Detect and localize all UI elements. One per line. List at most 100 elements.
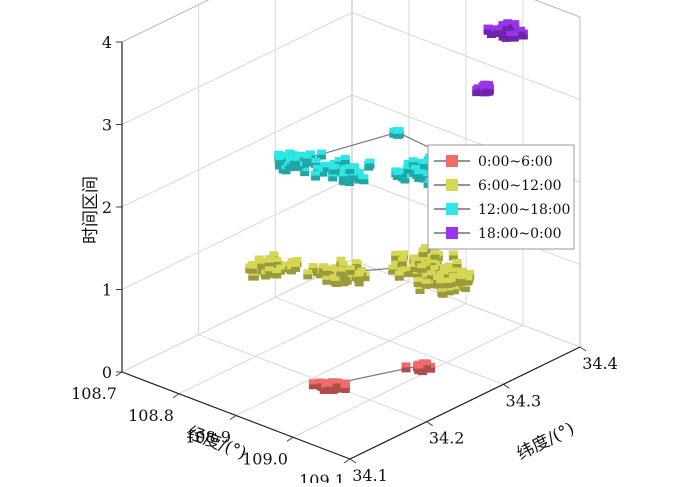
data-point bbox=[388, 264, 398, 270]
data-point-side bbox=[289, 158, 299, 166]
data-point bbox=[436, 278, 446, 284]
data-point bbox=[302, 153, 312, 159]
z-tick-label: 0 bbox=[102, 363, 112, 382]
data-point-side bbox=[450, 287, 460, 295]
data-point-side bbox=[339, 178, 349, 186]
data-point bbox=[456, 273, 466, 279]
data-point bbox=[286, 260, 296, 266]
data-point-side bbox=[322, 277, 332, 285]
data-point-side bbox=[248, 266, 258, 274]
data-point bbox=[289, 155, 299, 161]
data-point-side bbox=[392, 173, 402, 181]
data-point-side bbox=[322, 268, 332, 276]
data-point-side bbox=[420, 363, 430, 371]
z-tick-label: 3 bbox=[102, 116, 112, 135]
data-point bbox=[516, 26, 526, 32]
data-point bbox=[322, 265, 332, 271]
data-point-side bbox=[334, 160, 344, 168]
data-point bbox=[284, 153, 294, 159]
data-point-side bbox=[248, 273, 258, 281]
x-axis-line bbox=[121, 371, 351, 460]
legend-swatch bbox=[446, 155, 458, 167]
y-tick-label: 34.4 bbox=[582, 354, 618, 373]
data-point-side bbox=[392, 131, 402, 139]
legend-entry: 18:00~0:00 bbox=[434, 226, 562, 242]
data-point bbox=[269, 251, 279, 257]
data-point-side bbox=[499, 24, 509, 32]
data-point-side bbox=[400, 176, 410, 184]
data-point bbox=[401, 362, 411, 368]
data-point bbox=[318, 166, 328, 172]
axis-layer: 108.7 108.8 108.9 109.0 109.1 34.1 34.2 34.3 34.… bbox=[71, 33, 618, 487]
data-point-side bbox=[328, 174, 338, 182]
data-point bbox=[303, 269, 313, 275]
data-point bbox=[397, 267, 407, 273]
data-point-side bbox=[311, 173, 321, 181]
data-point bbox=[354, 173, 364, 179]
data-point bbox=[435, 263, 445, 269]
data-point bbox=[254, 255, 264, 261]
data-point bbox=[418, 247, 428, 253]
data-point-side bbox=[444, 288, 454, 296]
x-tick-mark bbox=[172, 393, 180, 399]
y-tick-label: 34.1 bbox=[352, 466, 388, 483]
legend-entry: 6:00~12:00 bbox=[434, 178, 562, 194]
data-point-side bbox=[344, 178, 354, 186]
data-point-side bbox=[443, 280, 453, 288]
legend-label: 0:00~6:00 bbox=[478, 154, 553, 170]
data-point-side bbox=[498, 33, 508, 41]
data-point-side bbox=[264, 269, 274, 277]
data-point bbox=[399, 250, 409, 256]
data-point bbox=[291, 261, 301, 267]
data-point bbox=[414, 169, 424, 175]
data-point-side bbox=[333, 385, 343, 393]
data-point bbox=[421, 169, 431, 175]
legend-swatch bbox=[446, 179, 458, 191]
data-point bbox=[506, 30, 516, 36]
data-point bbox=[457, 271, 467, 277]
data-point bbox=[437, 286, 447, 292]
data-point bbox=[272, 256, 282, 262]
data-point-side bbox=[421, 281, 431, 289]
data-point-side bbox=[493, 28, 503, 36]
data-point bbox=[354, 271, 364, 277]
data-point bbox=[408, 157, 418, 163]
z-tick-label: 1 bbox=[102, 281, 112, 300]
legend: 0:00~6:00 6:00~12:00 12:00~18:00 18:00~0:00 bbox=[427, 144, 575, 250]
data-point-side bbox=[345, 167, 355, 175]
y-tick-label: 34.2 bbox=[429, 429, 465, 448]
data-point bbox=[417, 263, 427, 269]
data-point bbox=[300, 166, 310, 172]
z-tick-label: 4 bbox=[102, 33, 112, 52]
data-point bbox=[278, 152, 288, 158]
data-point bbox=[450, 267, 460, 273]
data-point bbox=[336, 266, 346, 272]
data-point bbox=[420, 244, 430, 250]
data-point bbox=[331, 378, 341, 384]
x-tick-mark bbox=[229, 415, 237, 420]
data-point-side bbox=[354, 176, 364, 184]
data-point bbox=[413, 276, 423, 282]
data-point-side bbox=[410, 264, 420, 272]
series-6:00~12:00 bbox=[245, 242, 475, 298]
data-point bbox=[349, 163, 359, 169]
data-point bbox=[285, 149, 295, 155]
data-point bbox=[345, 164, 355, 170]
data-point bbox=[457, 267, 467, 273]
data-point-side bbox=[418, 250, 428, 258]
data-point-side bbox=[348, 274, 358, 282]
gridline bbox=[121, 0, 210, 43]
legend-entry: 12:00~18:00 bbox=[434, 202, 570, 218]
data-point-side bbox=[506, 33, 516, 41]
data-point-side bbox=[328, 385, 338, 393]
data-point bbox=[311, 170, 321, 176]
data-point bbox=[312, 164, 322, 170]
data-point-side bbox=[328, 167, 338, 175]
data-point-side bbox=[481, 86, 491, 94]
data-point bbox=[297, 152, 307, 158]
data-point bbox=[463, 275, 473, 281]
data-point-side bbox=[340, 385, 350, 393]
data-point bbox=[292, 257, 302, 263]
data-point bbox=[410, 164, 420, 170]
y-tick-mark bbox=[503, 383, 510, 389]
